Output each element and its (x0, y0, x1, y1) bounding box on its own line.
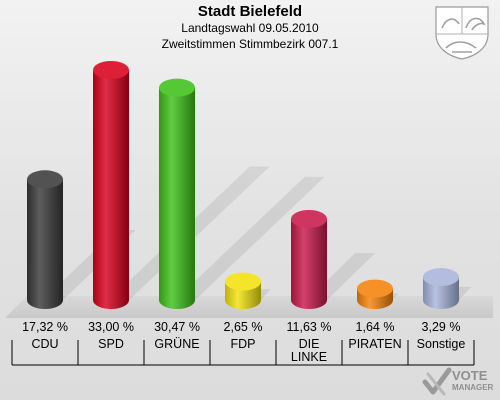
bar-die-linke (291, 218, 327, 309)
bars (27, 61, 459, 309)
chart-subtitle-election: Landtagswahl 09.05.2010 (181, 21, 319, 35)
category-label: FDP (231, 337, 256, 351)
category-label: CDU (31, 337, 58, 351)
vote-manager-logo-icon (422, 367, 452, 396)
value-label: 1,64 % (356, 320, 395, 334)
chart-title: Stadt Bielefeld (197, 3, 303, 20)
bar-top-4 (291, 209, 327, 228)
x-axis (11, 340, 475, 366)
category-label: LINKE (291, 350, 327, 364)
category-label: DIE (299, 337, 320, 351)
bar-cdu (27, 179, 63, 309)
bar-top-0 (27, 170, 63, 189)
bar-top-3 (225, 272, 261, 291)
chart-subtitle-district: Zweitstimmen Stimmbezirk 007.1 (161, 37, 339, 51)
category-label: PIRATEN (348, 337, 401, 351)
value-label: 33,00 % (88, 320, 134, 334)
value-label: 17,32 % (22, 320, 68, 334)
bar-shadow-2 (173, 176, 325, 302)
bar-top-5 (357, 279, 393, 298)
bar-top-2 (159, 78, 195, 97)
category-label: SPD (98, 337, 124, 351)
vote-manager-watermark: VOTE MANAGER (422, 366, 498, 398)
bar-top-1 (93, 61, 129, 79)
bar-gr-ne (159, 87, 195, 309)
value-label: 11,63 % (287, 320, 332, 334)
category-label: Sonstige (417, 337, 466, 351)
watermark-word-manager: MANAGER (452, 383, 494, 392)
category-label: GRÜNE (154, 337, 199, 351)
bar-top-6 (423, 268, 459, 287)
value-label: 3,29 % (422, 320, 461, 334)
watermark-word-vote: VOTE (452, 368, 488, 383)
value-label: 2,65 % (224, 320, 263, 334)
value-label: 30,47 % (154, 320, 200, 334)
nrw-coat-of-arms-icon (435, 6, 489, 60)
value-labels: 17,32 % 33,00 % 30,47 % 2,65 % 11,63 % 1,64 %… (22, 320, 460, 334)
bar-sonstige (423, 277, 459, 309)
bar-spd (93, 70, 129, 309)
